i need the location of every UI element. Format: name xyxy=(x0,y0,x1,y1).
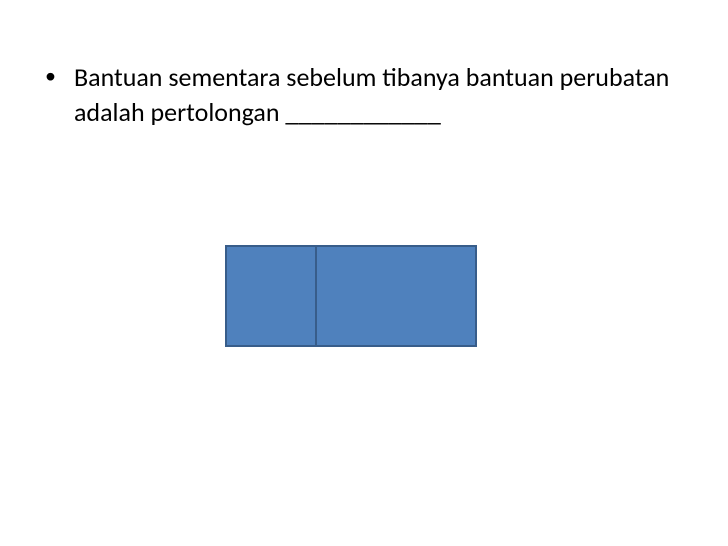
shape-group xyxy=(225,245,477,347)
bullet-item: • Bantuan sementara sebelum tibanya bant… xyxy=(45,60,683,130)
bullet-marker: • xyxy=(45,62,56,91)
rectangle-left xyxy=(225,245,317,347)
rectangle-right xyxy=(315,245,477,347)
bullet-text: Bantuan sementara sebelum tibanya bantua… xyxy=(74,60,683,130)
slide-content: • Bantuan sementara sebelum tibanya bant… xyxy=(0,0,728,130)
